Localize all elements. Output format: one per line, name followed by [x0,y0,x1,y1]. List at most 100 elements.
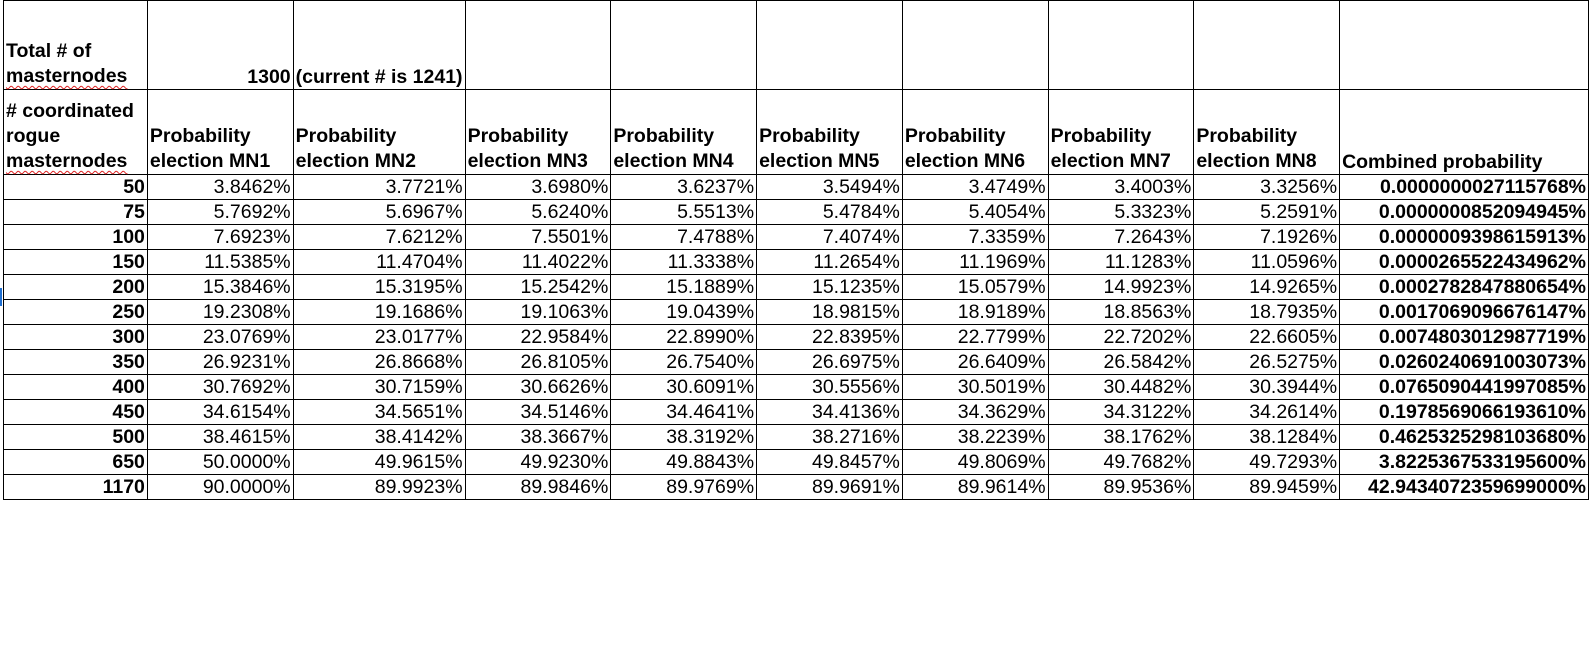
rogue-count-cell[interactable]: 400 [3,374,148,400]
probability-mn5-cell[interactable]: 34.4136% [756,399,903,425]
probability-mn7-cell[interactable]: 11.1283% [1047,249,1195,275]
header-combined[interactable]: Combined probability [1339,89,1589,175]
probability-mn4-cell[interactable]: 89.9769% [610,474,758,500]
probability-mn3-cell[interactable]: 15.2542% [464,274,612,300]
combined-probability-cell[interactable]: 0.0002782847880654% [1339,274,1589,300]
total-label-cell[interactable]: Total # of masternodes [3,0,148,90]
empty-cell[interactable] [1339,0,1589,90]
rogue-count-cell[interactable]: 650 [3,449,148,475]
probability-mn7-cell[interactable]: 49.7682% [1047,449,1195,475]
probability-mn2-cell[interactable]: 30.7159% [292,374,466,400]
probability-mn2-cell[interactable]: 26.8668% [292,349,466,375]
probability-mn1-cell[interactable]: 26.9231% [146,349,294,375]
empty-cell[interactable] [464,0,612,90]
rogue-count-cell[interactable]: 500 [3,424,148,450]
rogue-count-cell[interactable]: 200 [3,274,148,300]
probability-mn6-cell[interactable]: 11.1969% [901,249,1049,275]
probability-mn6-cell[interactable]: 15.0579% [901,274,1049,300]
probability-mn2-cell[interactable]: 15.3195% [292,274,466,300]
probability-mn8-cell[interactable]: 3.3256% [1193,174,1341,200]
empty-cell[interactable] [610,0,758,90]
probability-mn7-cell[interactable]: 26.5842% [1047,349,1195,375]
rogue-count-cell[interactable]: 300 [3,324,148,350]
probability-mn2-cell[interactable]: 19.1686% [292,299,466,325]
combined-probability-cell[interactable]: 0.0074803012987719% [1339,324,1589,350]
probability-mn6-cell[interactable]: 38.2239% [901,424,1049,450]
probability-mn2-cell[interactable]: 34.5651% [292,399,466,425]
header-mn6[interactable]: Probability election MN6 [901,89,1049,175]
probability-mn4-cell[interactable]: 22.8990% [610,324,758,350]
probability-mn6-cell[interactable]: 18.9189% [901,299,1049,325]
probability-mn4-cell[interactable]: 15.1889% [610,274,758,300]
empty-cell[interactable] [901,0,1049,90]
combined-probability-cell[interactable]: 0.0765090441997085% [1339,374,1589,400]
probability-mn5-cell[interactable]: 38.2716% [756,424,903,450]
probability-mn6-cell[interactable]: 26.6409% [901,349,1049,375]
header-mn2[interactable]: Probability election MN2 [292,89,466,175]
probability-mn6-cell[interactable]: 22.7799% [901,324,1049,350]
header-mn3[interactable]: Probability election MN3 [464,89,612,175]
probability-mn4-cell[interactable]: 49.8843% [610,449,758,475]
probability-mn2-cell[interactable]: 5.6967% [292,199,466,225]
combined-probability-cell[interactable]: 0.4625325298103680% [1339,424,1589,450]
header-mn5[interactable]: Probability election MN5 [756,89,903,175]
combined-probability-cell[interactable]: 0.0000009398615913% [1339,224,1589,250]
probability-mn3-cell[interactable]: 89.9846% [464,474,612,500]
probability-mn4-cell[interactable]: 38.3192% [610,424,758,450]
probability-mn2-cell[interactable]: 49.9615% [292,449,466,475]
rogue-count-cell[interactable]: 250 [3,299,148,325]
rogue-count-cell[interactable]: 150 [3,249,148,275]
probability-mn5-cell[interactable]: 26.6975% [756,349,903,375]
probability-mn1-cell[interactable]: 19.2308% [146,299,294,325]
probability-mn8-cell[interactable]: 14.9265% [1193,274,1341,300]
probability-mn8-cell[interactable]: 38.1284% [1193,424,1341,450]
header-mn7[interactable]: Probability election MN7 [1047,89,1195,175]
probability-mn7-cell[interactable]: 18.8563% [1047,299,1195,325]
probability-mn3-cell[interactable]: 7.5501% [464,224,612,250]
probability-mn1-cell[interactable]: 90.0000% [146,474,294,500]
probability-mn5-cell[interactable]: 18.9815% [756,299,903,325]
rogue-label-cell[interactable]: # coordinated rogue masternodes [3,89,148,175]
probability-mn8-cell[interactable]: 26.5275% [1193,349,1341,375]
probability-mn7-cell[interactable]: 7.2643% [1047,224,1195,250]
probability-mn8-cell[interactable]: 18.7935% [1193,299,1341,325]
combined-probability-cell[interactable]: 0.1978569066193610% [1339,399,1589,425]
combined-probability-cell[interactable]: 0.0000265522434962% [1339,249,1589,275]
probability-mn4-cell[interactable]: 7.4788% [610,224,758,250]
probability-mn5-cell[interactable]: 11.2654% [756,249,903,275]
probability-mn7-cell[interactable]: 5.3323% [1047,199,1195,225]
probability-mn7-cell[interactable]: 89.9536% [1047,474,1195,500]
probability-mn5-cell[interactable]: 22.8395% [756,324,903,350]
probability-mn5-cell[interactable]: 5.4784% [756,199,903,225]
probability-mn8-cell[interactable]: 34.2614% [1193,399,1341,425]
combined-probability-cell[interactable]: 0.0017069096676147% [1339,299,1589,325]
probability-mn6-cell[interactable]: 30.5019% [901,374,1049,400]
probability-mn6-cell[interactable]: 49.8069% [901,449,1049,475]
probability-mn3-cell[interactable]: 5.6240% [464,199,612,225]
probability-mn5-cell[interactable]: 3.5494% [756,174,903,200]
header-mn1[interactable]: Probability election MN1 [146,89,294,175]
empty-cell[interactable] [1047,0,1195,90]
probability-mn2-cell[interactable]: 3.7721% [292,174,466,200]
total-value-cell[interactable]: 1300 [146,0,294,90]
combined-probability-cell[interactable]: 3.8225367533195600% [1339,449,1589,475]
probability-mn3-cell[interactable]: 22.9584% [464,324,612,350]
probability-mn1-cell[interactable]: 50.0000% [146,449,294,475]
header-mn4[interactable]: Probability election MN4 [610,89,758,175]
probability-mn4-cell[interactable]: 5.5513% [610,199,758,225]
probability-mn7-cell[interactable]: 34.3122% [1047,399,1195,425]
combined-probability-cell[interactable]: 0.0000000852094945% [1339,199,1589,225]
probability-mn1-cell[interactable]: 5.7692% [146,199,294,225]
probability-mn5-cell[interactable]: 30.5556% [756,374,903,400]
probability-mn3-cell[interactable]: 3.6980% [464,174,612,200]
combined-probability-cell[interactable]: 42.9434072359699000% [1339,474,1589,500]
rogue-count-cell[interactable]: 1170 [3,474,148,500]
total-note-cell[interactable]: (current # is 1241) [292,0,466,90]
probability-mn5-cell[interactable]: 89.9691% [756,474,903,500]
rogue-count-cell[interactable]: 50 [3,174,148,200]
probability-mn7-cell[interactable]: 38.1762% [1047,424,1195,450]
probability-mn2-cell[interactable]: 38.4142% [292,424,466,450]
combined-probability-cell[interactable]: 0.0260240691003073% [1339,349,1589,375]
probability-mn1-cell[interactable]: 11.5385% [146,249,294,275]
probability-mn7-cell[interactable]: 14.9923% [1047,274,1195,300]
